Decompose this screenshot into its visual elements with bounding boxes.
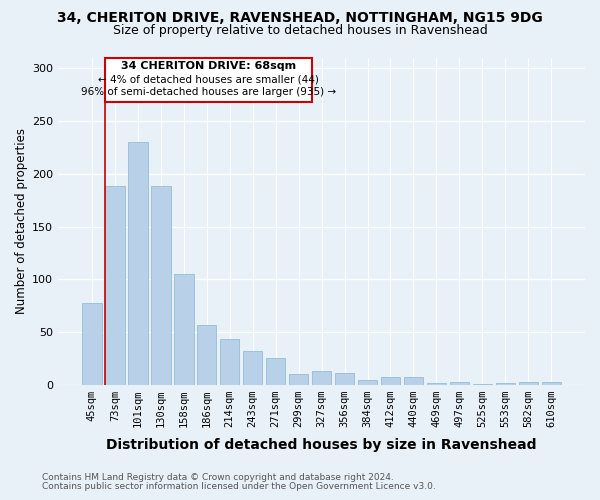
Bar [518, 382, 538, 385]
Bar [105, 58, 313, 102]
Bar [404, 376, 423, 385]
Bar [174, 274, 194, 385]
Bar [105, 186, 125, 385]
Bar [151, 186, 170, 385]
Text: 34, CHERITON DRIVE, RAVENSHEAD, NOTTINGHAM, NG15 9DG: 34, CHERITON DRIVE, RAVENSHEAD, NOTTINGH… [57, 11, 543, 25]
Text: 34 CHERITON DRIVE: 68sqm: 34 CHERITON DRIVE: 68sqm [121, 62, 296, 72]
Bar [289, 374, 308, 385]
Bar [542, 382, 561, 385]
Bar [427, 383, 446, 385]
X-axis label: Distribution of detached houses by size in Ravenshead: Distribution of detached houses by size … [106, 438, 537, 452]
Bar [358, 380, 377, 385]
Bar [128, 142, 148, 385]
Bar [449, 382, 469, 385]
Bar [266, 358, 286, 385]
Y-axis label: Number of detached properties: Number of detached properties [15, 128, 28, 314]
Bar [335, 374, 355, 385]
Bar [82, 302, 101, 385]
Bar [496, 383, 515, 385]
Text: Contains HM Land Registry data © Crown copyright and database right 2024.: Contains HM Land Registry data © Crown c… [42, 473, 394, 482]
Text: ← 4% of detached houses are smaller (44): ← 4% of detached houses are smaller (44) [98, 74, 319, 85]
Bar [312, 372, 331, 385]
Bar [243, 351, 262, 385]
Bar [473, 384, 492, 385]
Text: Contains public sector information licensed under the Open Government Licence v3: Contains public sector information licen… [42, 482, 436, 491]
Text: 96% of semi-detached houses are larger (935) →: 96% of semi-detached houses are larger (… [81, 87, 336, 97]
Bar [381, 376, 400, 385]
Text: Size of property relative to detached houses in Ravenshead: Size of property relative to detached ho… [113, 24, 487, 37]
Bar [197, 325, 217, 385]
Bar [220, 338, 239, 385]
